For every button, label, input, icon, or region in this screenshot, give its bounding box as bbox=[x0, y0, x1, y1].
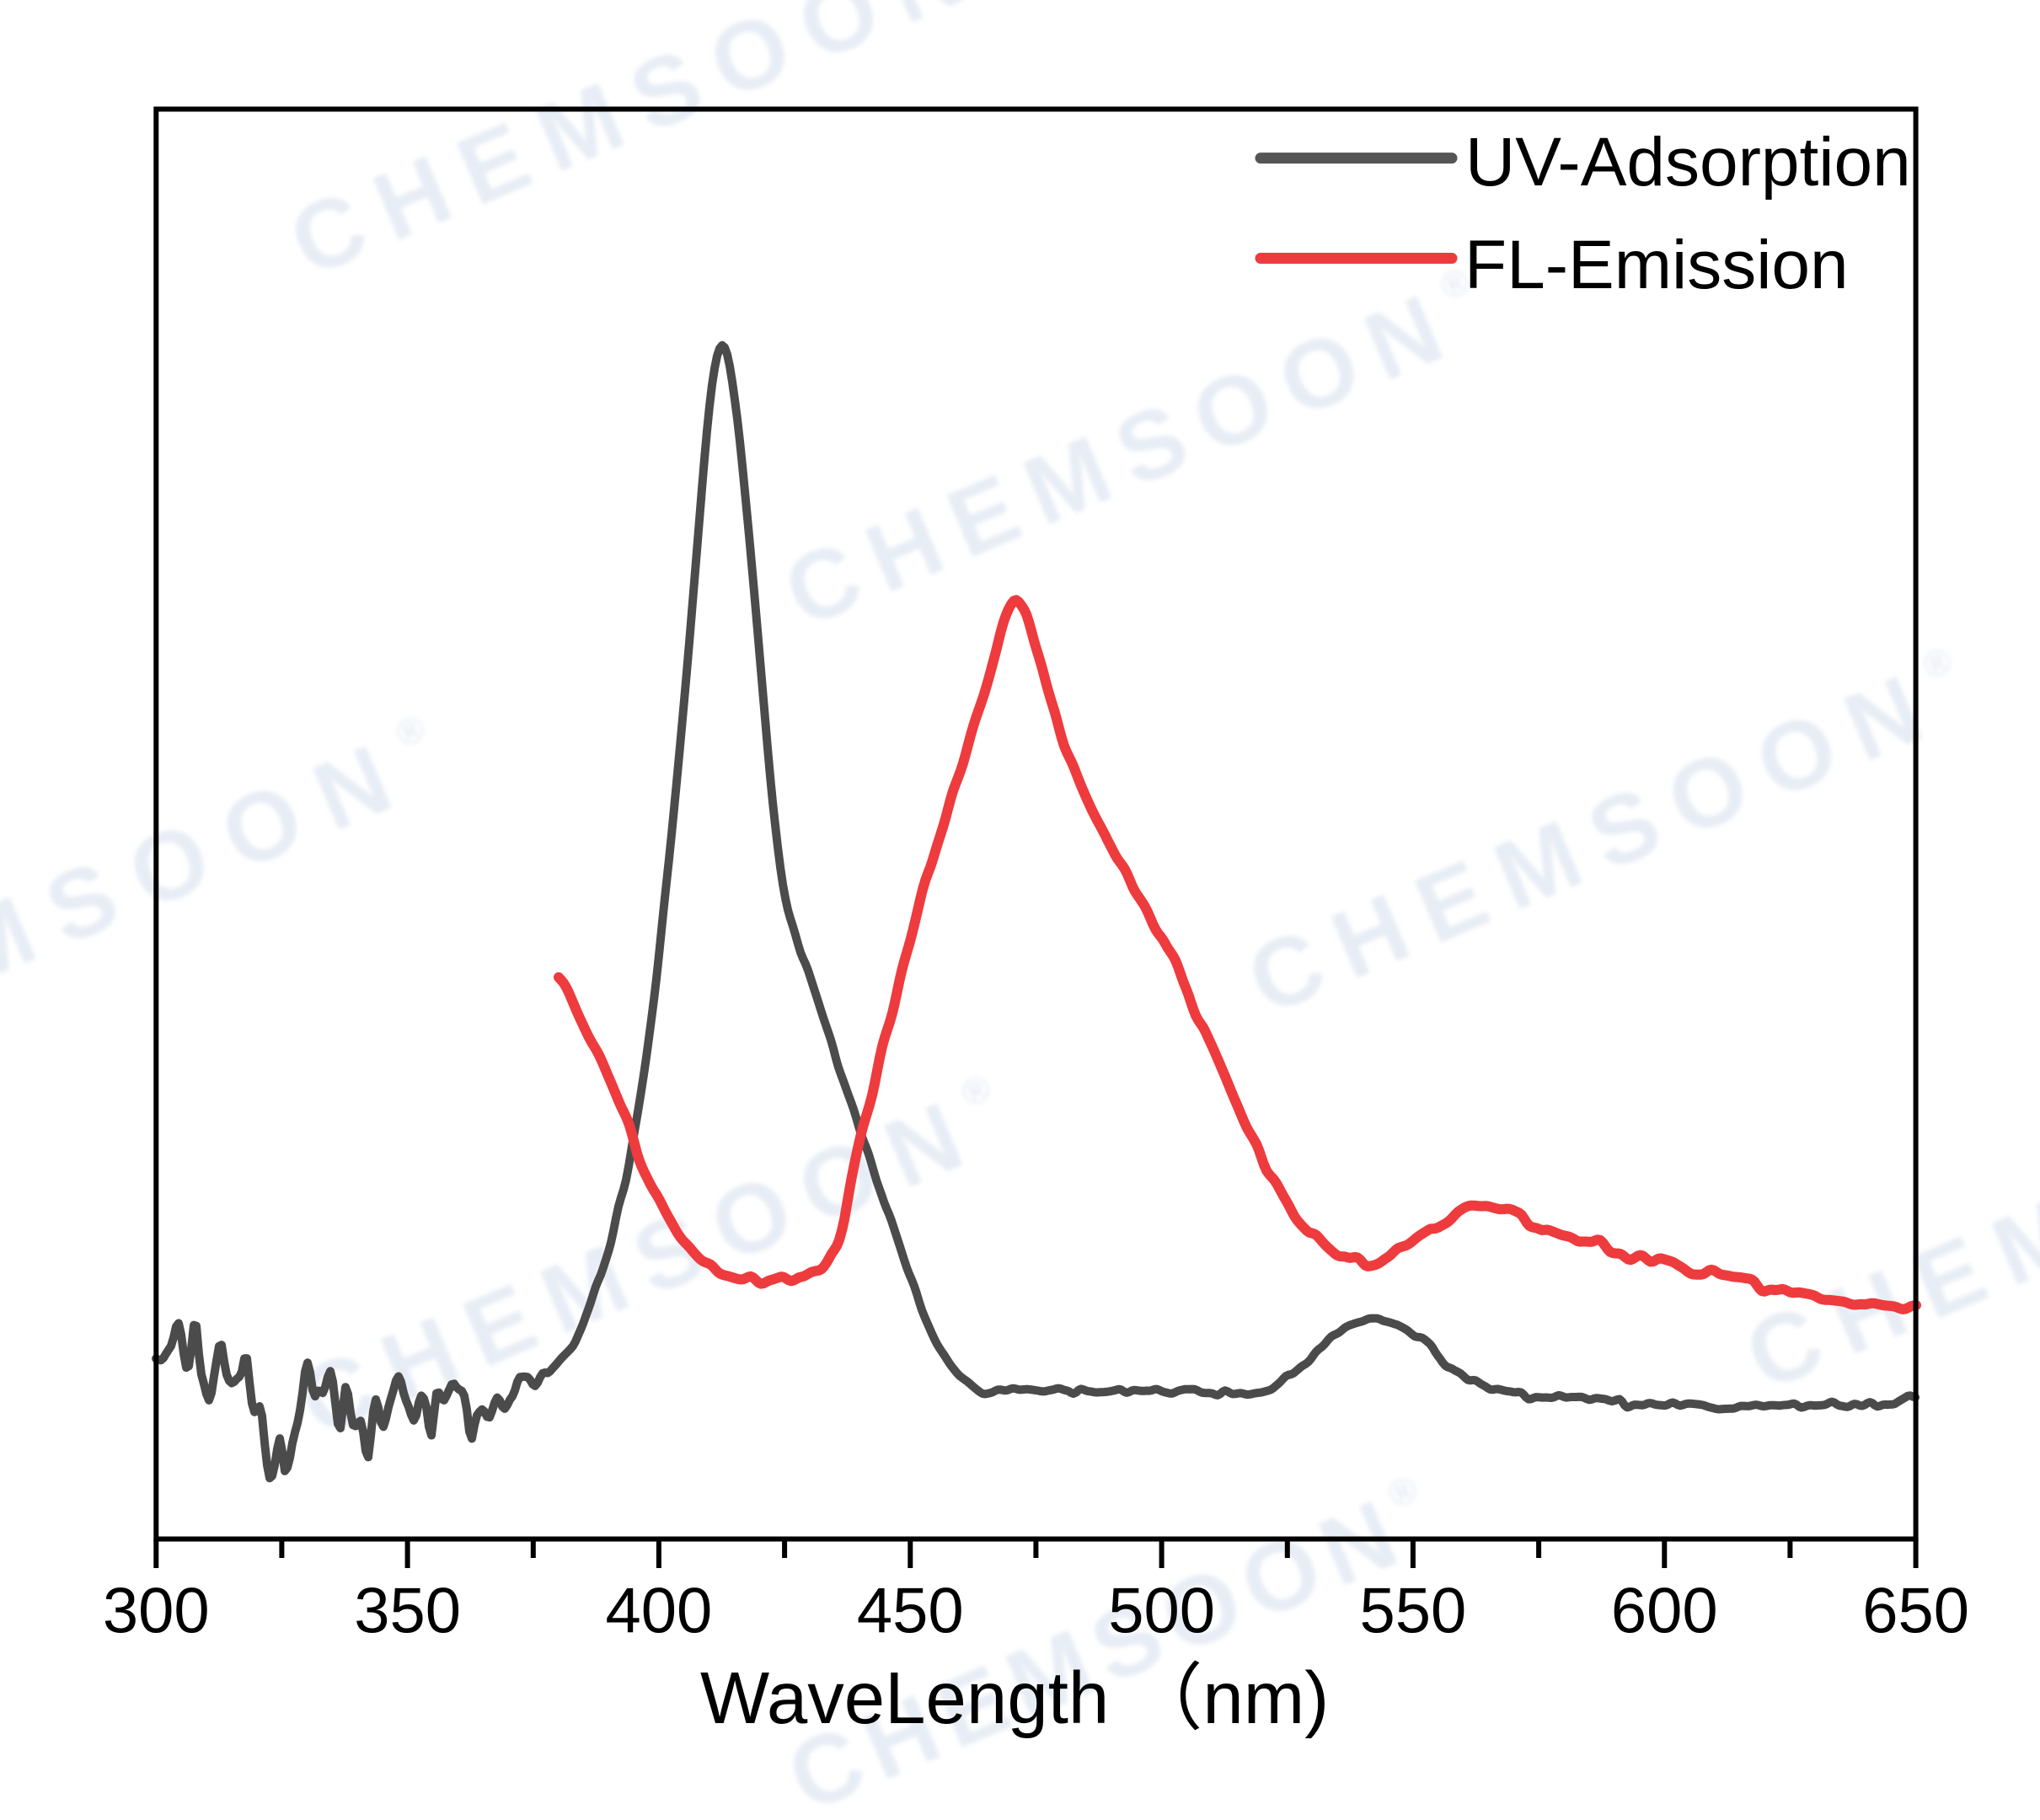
svg-text:FL-Emission: FL-Emission bbox=[1464, 227, 1849, 303]
svg-text:UV-Adsorption: UV-Adsorption bbox=[1465, 124, 1911, 201]
svg-text:350: 350 bbox=[354, 1576, 461, 1647]
svg-text:450: 450 bbox=[857, 1576, 964, 1647]
svg-text:600: 600 bbox=[1611, 1576, 1718, 1647]
svg-text:300: 300 bbox=[103, 1576, 210, 1647]
svg-text:400: 400 bbox=[605, 1576, 712, 1647]
svg-text:650: 650 bbox=[1862, 1576, 1969, 1647]
svg-text:500: 500 bbox=[1108, 1576, 1215, 1647]
svg-text:WaveLength （nm): WaveLength （nm) bbox=[700, 1657, 1329, 1739]
svg-text:550: 550 bbox=[1359, 1576, 1466, 1647]
